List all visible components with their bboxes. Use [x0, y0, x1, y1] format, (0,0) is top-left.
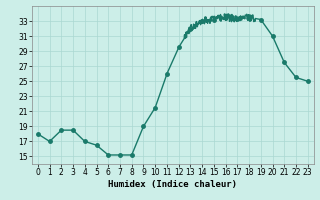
X-axis label: Humidex (Indice chaleur): Humidex (Indice chaleur) [108, 180, 237, 189]
